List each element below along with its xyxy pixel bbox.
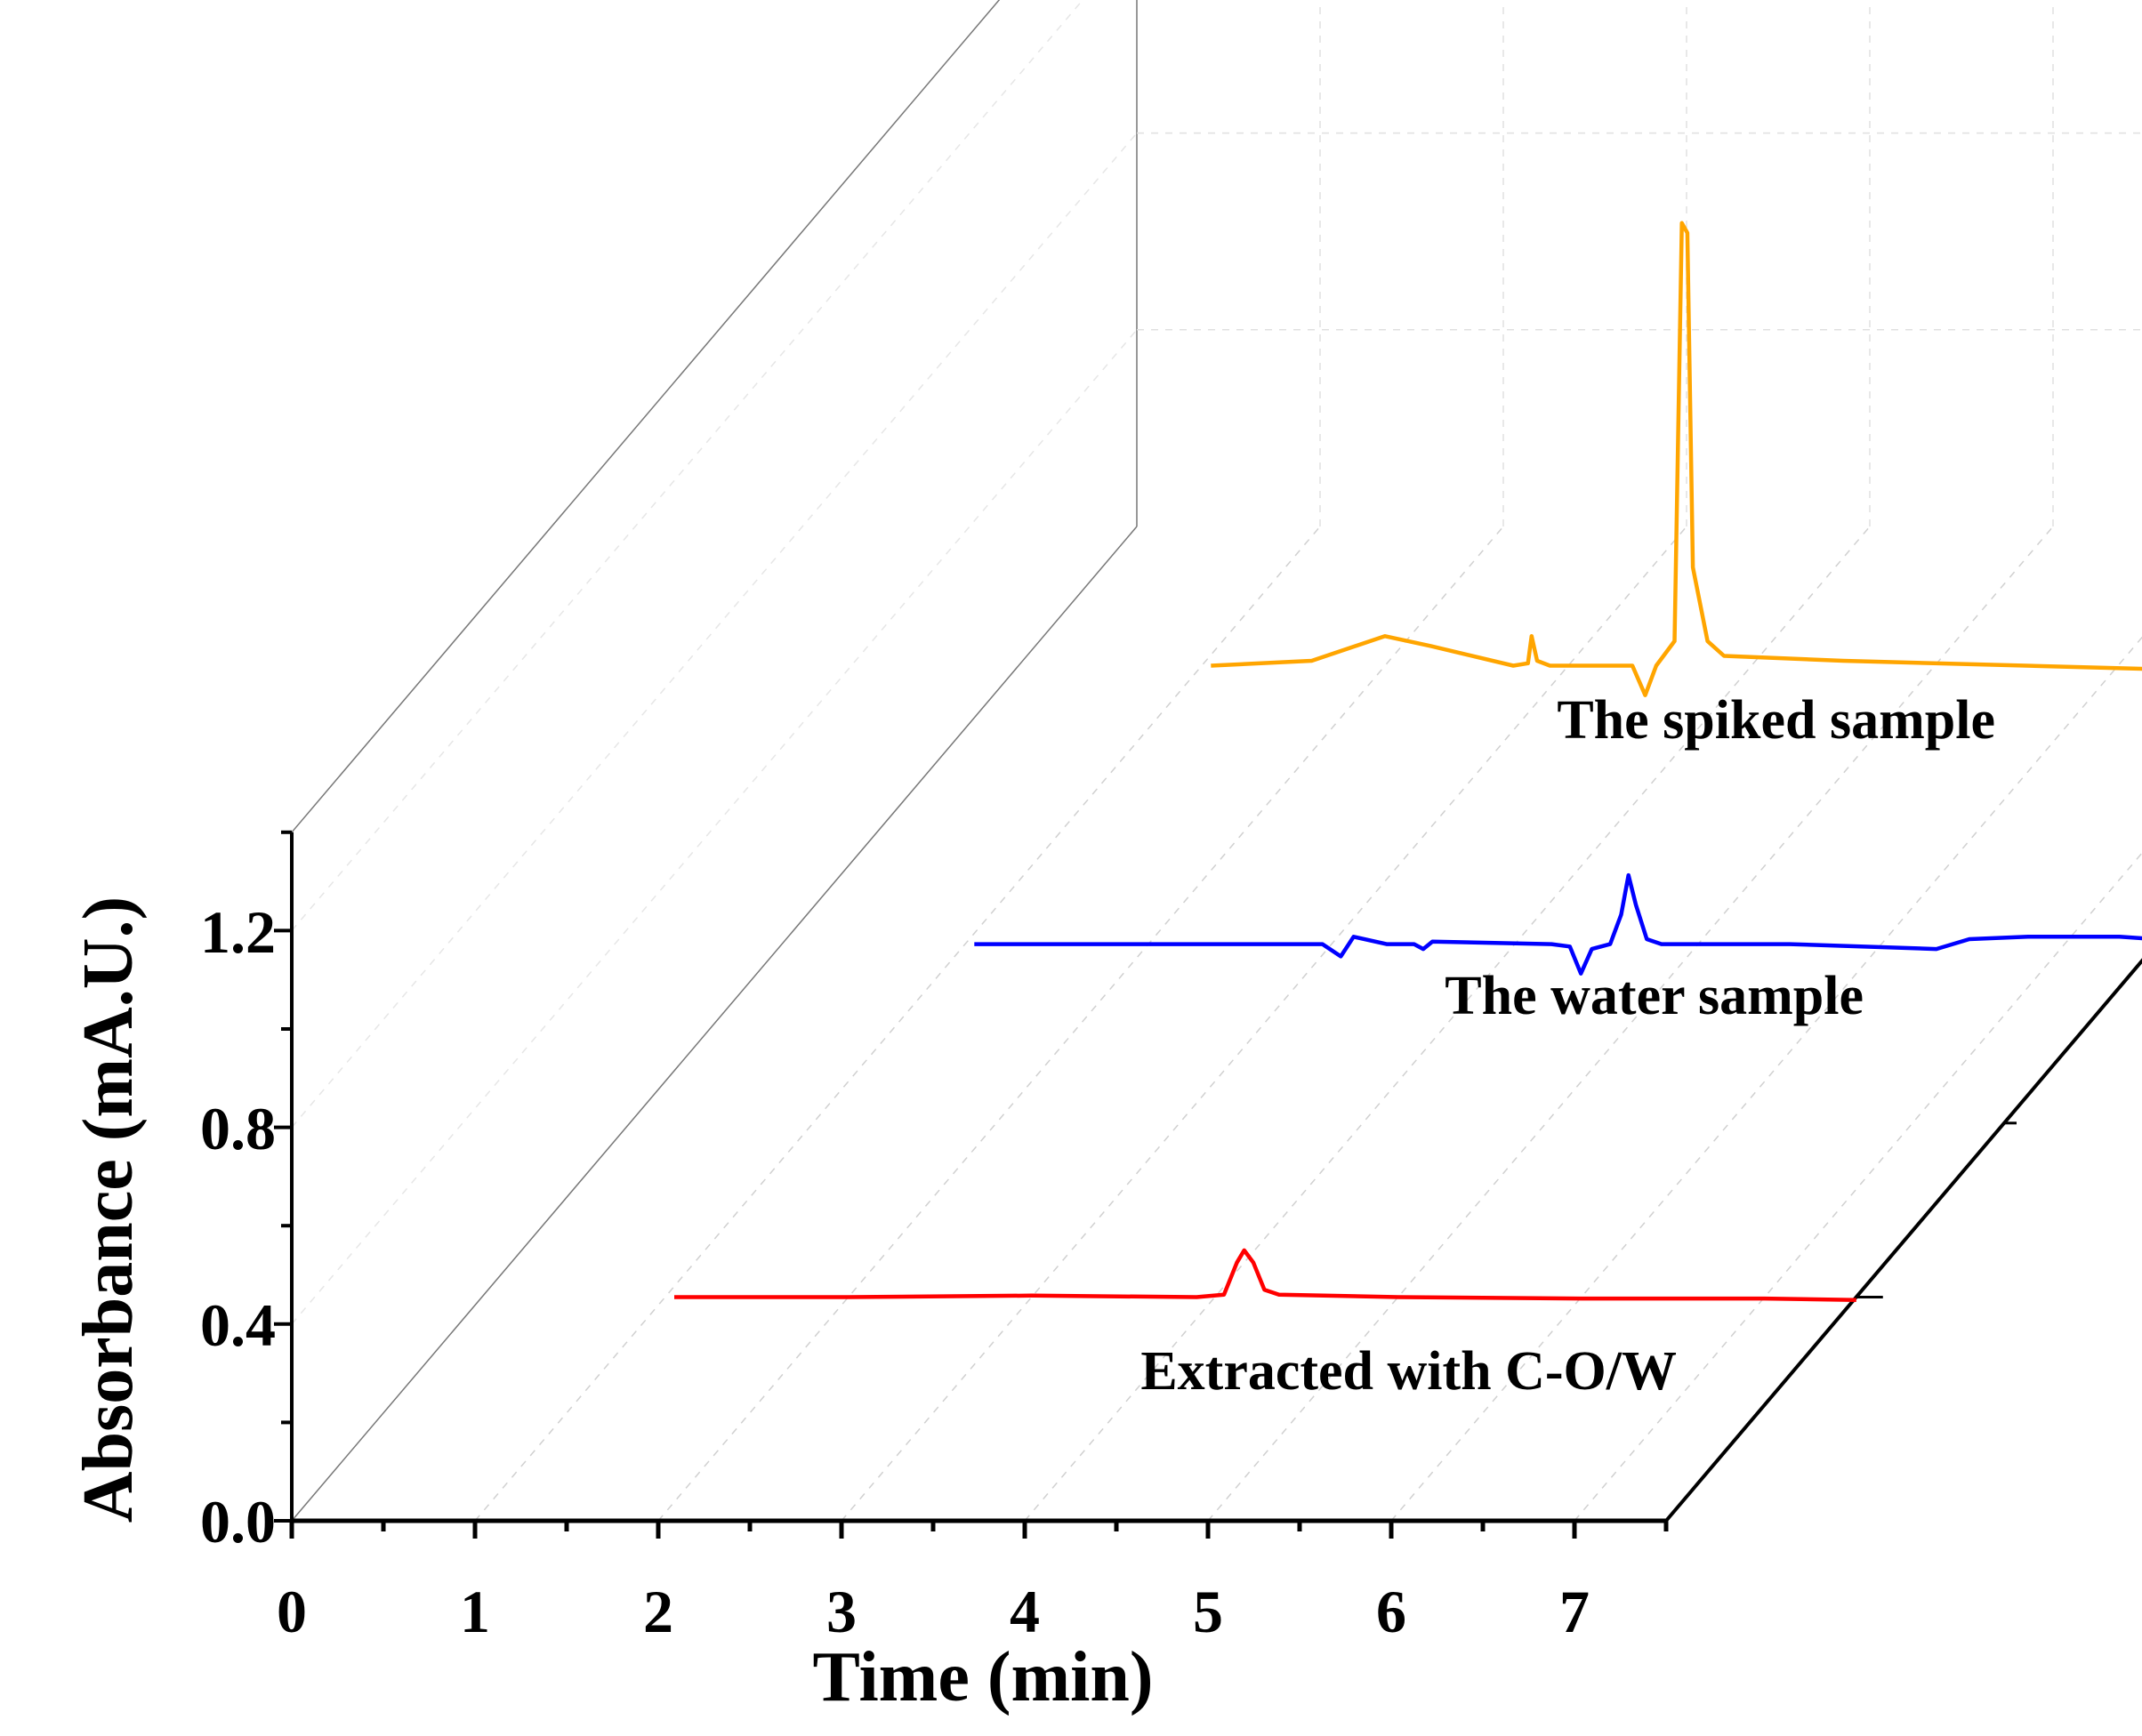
x-tick-label: 2 xyxy=(643,1578,673,1645)
x-tick-label: 0 xyxy=(277,1578,307,1645)
series-label-spiked-sample: The spiked sample xyxy=(1557,690,1995,751)
depth-axis-line xyxy=(1664,958,2142,1523)
y-tick-label: 0.0 xyxy=(200,1488,276,1555)
gridlines xyxy=(291,0,2142,1522)
x-axis-title: Time (min) xyxy=(813,1638,1154,1716)
x-tick-label: 4 xyxy=(1010,1578,1040,1645)
series-lines xyxy=(674,221,2142,1303)
x-tick-label: 6 xyxy=(1376,1578,1406,1645)
left-wall-gridline xyxy=(291,329,1138,1325)
back-wall-frame xyxy=(291,0,1138,1522)
floor-gridline xyxy=(1024,526,1871,1522)
y-tick-label: 1.2 xyxy=(200,898,276,966)
x-tick-label: 7 xyxy=(1559,1578,1590,1645)
left-wall-gridline xyxy=(291,0,1084,931)
y-tick-labels: 0.0 0.4 0.8 1.2 xyxy=(200,898,276,1555)
left-wall-gridline xyxy=(291,133,1138,1129)
series-line xyxy=(974,872,2142,976)
floor-gridline xyxy=(1574,852,2142,1522)
floor-left-edge xyxy=(291,526,1138,1522)
y-axis-title: Absorbance (mA.U.) xyxy=(69,896,148,1523)
back-wall-outline xyxy=(1136,0,1138,526)
x-tick-labels: 0 1 2 3 4 5 6 7 xyxy=(277,1578,1590,1645)
y-tick-label: 0.4 xyxy=(200,1291,276,1359)
floor-gridline xyxy=(1390,636,2142,1522)
series-label-extracted: Extracted with C-O/W xyxy=(1140,1341,1677,1402)
x-tick-label: 3 xyxy=(826,1578,857,1645)
floor-gridline xyxy=(474,526,1321,1522)
floor-gridline xyxy=(657,526,1504,1522)
axes xyxy=(274,830,2142,1539)
series-line xyxy=(674,1248,1856,1303)
x-tick-label: 5 xyxy=(1193,1578,1223,1645)
floor-gridline xyxy=(1207,526,2054,1522)
series-label-water-sample: The water sample xyxy=(1445,966,1864,1026)
left-wall-top-edge xyxy=(291,0,1001,833)
x-tick-label: 1 xyxy=(460,1578,490,1645)
floor-gridline xyxy=(841,526,1687,1522)
series-line xyxy=(1211,221,2142,697)
series-labels: Extracted with C-O/W The water sample Th… xyxy=(1140,690,1995,1402)
y-tick-label: 0.8 xyxy=(200,1095,276,1162)
